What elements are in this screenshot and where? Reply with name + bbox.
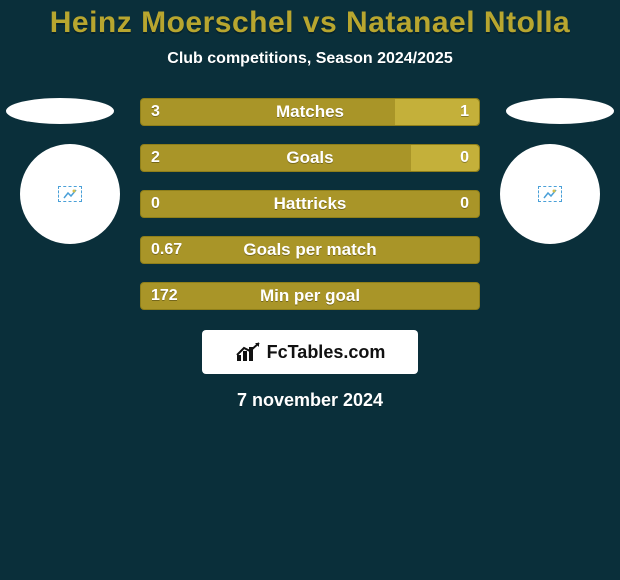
right-avatar-placeholder-icon (538, 186, 562, 202)
brand-box: FcTables.com (202, 330, 418, 374)
stat-row: Goals per match0.67 (140, 236, 480, 264)
stat-bar-left (141, 99, 395, 125)
comparison-area: Matches31 Goals20 Hattricks00 Goals per mat… (0, 98, 620, 328)
stat-bars: Matches31 Goals20 Hattricks00 Goals per mat… (140, 98, 480, 328)
stat-bar-left (141, 145, 411, 171)
left-avatar-placeholder-icon (58, 186, 82, 202)
stat-row: Min per goal172 (140, 282, 480, 310)
stat-bar-left (141, 283, 479, 309)
stat-bar-right (395, 99, 480, 125)
brand-chart-icon (235, 341, 261, 363)
stat-row: Goals20 (140, 144, 480, 172)
stat-row: Hattricks00 (140, 190, 480, 218)
page-title: Heinz Moerschel vs Natanael Ntolla (0, 0, 620, 40)
page-root: Heinz Moerschel vs Natanael Ntolla Club … (0, 0, 620, 580)
page-subtitle: Club competitions, Season 2024/2025 (0, 50, 620, 68)
stat-row: Matches31 (140, 98, 480, 126)
stat-bar-left (141, 191, 479, 217)
brand-text: FcTables.com (267, 342, 386, 363)
stat-bar-left (141, 237, 479, 263)
left-team-oval-icon (6, 98, 114, 124)
right-player-avatar (500, 144, 600, 244)
left-player-avatar (20, 144, 120, 244)
stat-bar-right (411, 145, 479, 171)
date-text: 7 november 2024 (0, 390, 620, 411)
right-team-oval-icon (506, 98, 614, 124)
